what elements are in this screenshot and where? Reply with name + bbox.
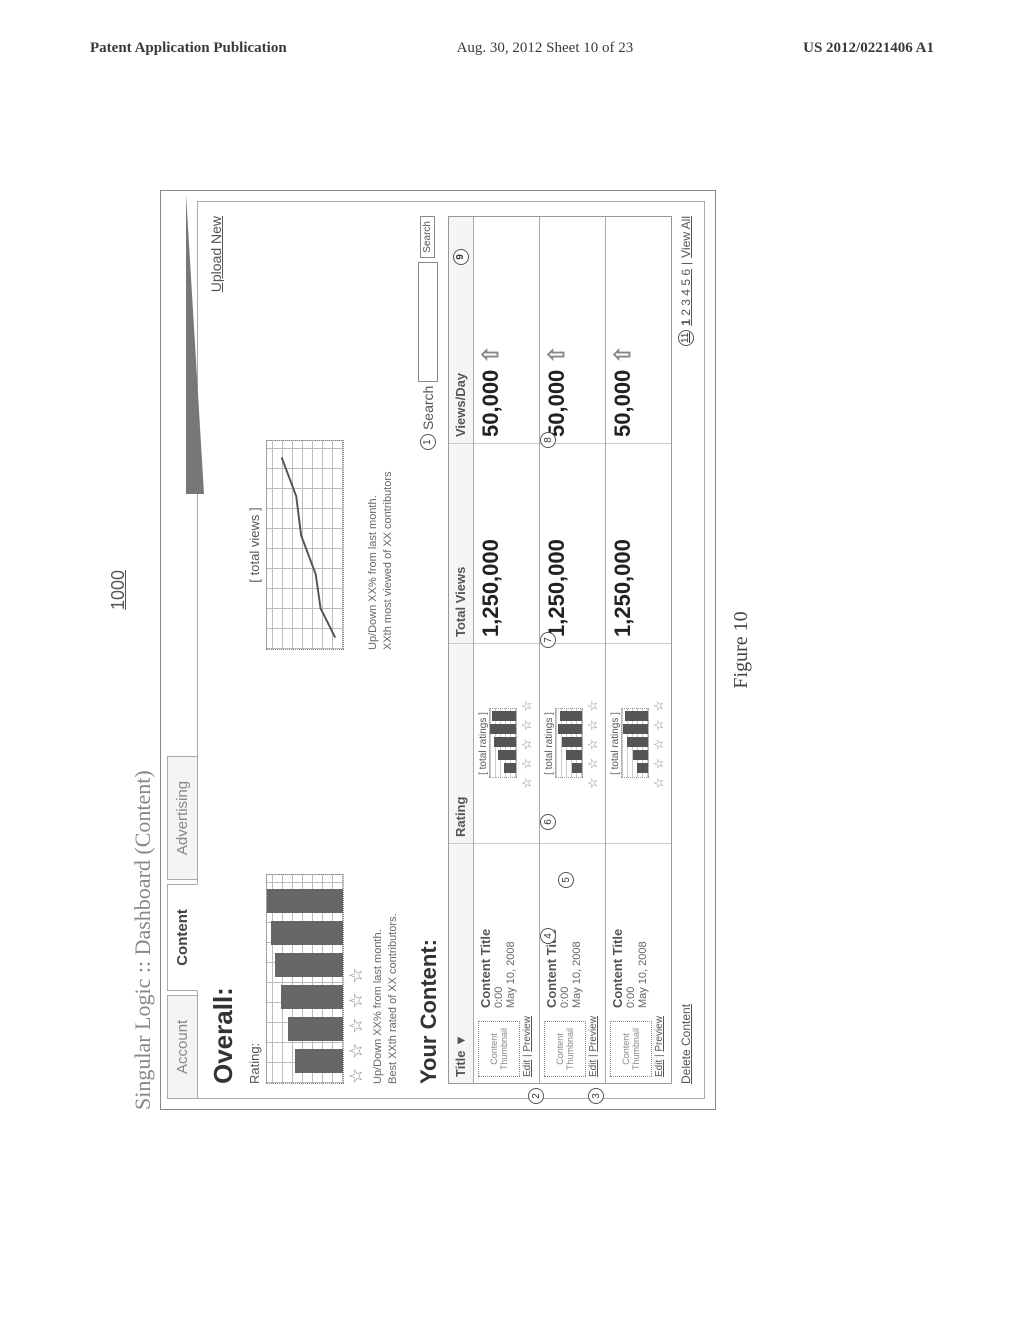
content-date: May 10, 2008 xyxy=(571,929,583,1008)
callout-5: 5 xyxy=(558,872,574,888)
content-duration: 0:00 xyxy=(559,929,571,1008)
content-date: May 10, 2008 xyxy=(637,929,649,1008)
page-number[interactable]: 4 xyxy=(679,289,693,296)
tab-content[interactable]: Content xyxy=(167,884,198,991)
col-rating[interactable]: Rating xyxy=(449,643,473,843)
pub-label: Patent Application Publication xyxy=(90,40,287,57)
page-number[interactable]: 3 xyxy=(679,299,693,306)
page-number[interactable]: 5 xyxy=(679,279,693,286)
content-duration: 0:00 xyxy=(493,929,505,1008)
tab-account[interactable]: Account xyxy=(167,995,198,1099)
table-row: Content ThumbnailEdit | PreviewContent T… xyxy=(539,217,605,1083)
content-title[interactable]: Content Title xyxy=(478,929,493,1008)
table-row: Content ThumbnailEdit | PreviewContent T… xyxy=(605,217,671,1083)
search-label: Search xyxy=(420,386,436,430)
overall-views-chart xyxy=(266,440,344,650)
table-row: Content ThumbnailEdit | PreviewContent T… xyxy=(473,217,539,1083)
callout-8: 8 xyxy=(540,432,556,448)
preview-link[interactable]: Preview xyxy=(522,1016,533,1052)
callout-4: 4 xyxy=(540,928,556,944)
callout-11: 11 xyxy=(678,330,694,346)
rating-cell: [ total ratings ]☆ ☆ ☆ ☆ ☆ xyxy=(606,643,671,843)
views-caption-2: XXth most viewed of XX contributors xyxy=(381,216,396,650)
overall-rating-block: Rating: ☆ ☆ ☆ ☆ ☆ Up/Down XX% from last … xyxy=(247,650,402,1084)
search-button[interactable]: Search xyxy=(420,216,435,258)
tab-wedge-icon xyxy=(186,194,204,494)
table-footer: Delete Content 11 1 2 3 4 5 6 | View All xyxy=(678,216,694,1084)
overall-heading: Overall: xyxy=(208,987,239,1084)
rating-cell: [ total ratings ]☆ ☆ ☆ ☆ ☆ xyxy=(474,643,539,843)
views-per-day-value: 50,000 xyxy=(544,345,569,437)
views-label: [ total views ] xyxy=(247,440,262,650)
preview-link[interactable]: Preview xyxy=(588,1016,599,1052)
rotated-ui: 1000 Singular Logic :: Dashboard (Conten… xyxy=(130,190,900,1110)
col-perday[interactable]: Views/Day 9 xyxy=(449,243,473,443)
pub-number: US 2012/0221406 A1 xyxy=(803,40,934,57)
preview-link[interactable]: Preview xyxy=(654,1016,665,1052)
overall-rating-chart xyxy=(266,874,344,1084)
callout-3: 3 xyxy=(588,1088,604,1104)
dashboard-panel: Account Content Advertising Overall: Upl… xyxy=(160,190,716,1110)
edit-link[interactable]: Edit xyxy=(522,1060,533,1077)
views-per-day-value: 50,000 xyxy=(610,345,635,437)
tab-advertising[interactable]: Advertising xyxy=(167,756,198,880)
window-title: Singular Logic :: Dashboard (Content) xyxy=(130,190,156,1110)
page-number[interactable]: 6 xyxy=(679,269,693,276)
view-all-link[interactable]: View All xyxy=(679,216,693,258)
callout-6: 6 xyxy=(540,814,556,830)
views-per-day-value: 50,000 xyxy=(478,345,503,437)
rating-label: Rating: xyxy=(247,650,262,1084)
tab-body: Overall: Upload New Rating: ☆ ☆ ☆ ☆ ☆ Up… xyxy=(197,201,705,1099)
sheet-label: Aug. 30, 2012 Sheet 10 of 23 xyxy=(457,40,634,57)
edit-link[interactable]: Edit xyxy=(588,1060,599,1077)
content-duration: 0:00 xyxy=(625,929,637,1008)
views-caption-1: Up/Down XX% from last month. xyxy=(366,216,381,650)
table-header: Title ▼ Rating Total Views Views/Day 9 xyxy=(449,217,473,1083)
figure-label: Figure 10 xyxy=(730,190,753,1110)
overall-stars: ☆ ☆ ☆ ☆ ☆ xyxy=(346,650,367,1084)
total-views-value: 1,250,000 xyxy=(478,539,503,637)
figure-wrapper: 1000 Singular Logic :: Dashboard (Conten… xyxy=(130,190,900,1110)
search-input[interactable] xyxy=(418,262,438,382)
content-table: Title ▼ Rating Total Views Views/Day 9 C… xyxy=(448,216,672,1084)
pagination: 11 1 2 3 4 5 6 | View All xyxy=(678,216,694,346)
overall-views-block: [ total views ] Up/Down XX% from last mo… xyxy=(247,216,402,650)
callout-2: 2 xyxy=(528,1088,544,1104)
page-number[interactable]: 2 xyxy=(679,309,693,316)
figure-number-callout: 1000 xyxy=(108,570,129,610)
total-views-value: 1,250,000 xyxy=(544,539,569,637)
content-thumbnail[interactable]: Content Thumbnail xyxy=(610,1021,652,1077)
upload-new-link[interactable]: Upload New xyxy=(208,216,224,292)
rating-caption-2: Best XXth rated of XX contributors. xyxy=(386,650,401,1084)
rating-cell: [ total ratings ]☆ ☆ ☆ ☆ ☆ xyxy=(540,643,605,843)
content-thumbnail[interactable]: Content Thumbnail xyxy=(544,1021,586,1077)
col-total[interactable]: Total Views xyxy=(449,443,473,643)
callout-7: 7 xyxy=(540,632,556,648)
edit-link[interactable]: Edit xyxy=(654,1060,665,1077)
content-title[interactable]: Content Title xyxy=(610,929,625,1008)
col-title[interactable]: Title ▼ xyxy=(449,843,473,1083)
page-number[interactable]: 1 xyxy=(679,319,693,326)
callout-1: 1 xyxy=(420,434,436,450)
content-thumbnail[interactable]: Content Thumbnail xyxy=(478,1021,520,1077)
total-views-value: 1,250,000 xyxy=(610,539,635,637)
rating-caption-1: Up/Down XX% from last month. xyxy=(371,650,386,1084)
content-date: May 10, 2008 xyxy=(505,929,517,1008)
delete-content-link[interactable]: Delete Content xyxy=(679,1004,693,1084)
callout-9: 9 xyxy=(453,249,469,265)
page-header: Patent Application Publication Aug. 30, … xyxy=(0,0,1024,57)
